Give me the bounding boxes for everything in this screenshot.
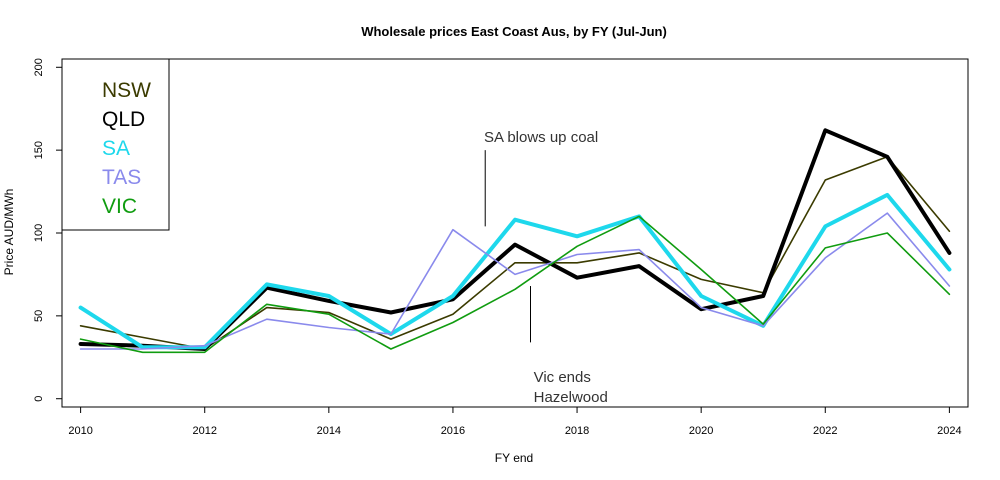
annotation-label: Vic ends	[534, 369, 591, 386]
series-line-vic	[79, 215, 951, 354]
x-tick-label: 2024	[937, 425, 961, 437]
series-line-nsw	[79, 156, 951, 350]
y-axis: 0 50 100 150 200	[33, 58, 62, 402]
x-tick-label: 2018	[565, 425, 589, 437]
y-tick-label: 150	[33, 141, 45, 159]
x-axis: 2010 2012 2014 2016 2018 2020 2022 2024	[68, 407, 962, 437]
annotation-label: SA blows up coal	[484, 129, 598, 146]
y-tick-label: 0	[33, 396, 45, 402]
x-tick-label: 2022	[813, 425, 837, 437]
y-axis-label: Price AUD/MWh	[2, 189, 16, 276]
x-tick-label: 2020	[689, 425, 713, 437]
legend-item-vic: VIC	[102, 195, 137, 218]
series-lines	[78, 128, 952, 354]
series-line-sa	[78, 192, 952, 350]
legend-item-tas: TAS	[102, 166, 141, 189]
legend-box	[61, 58, 170, 231]
x-tick-label: 2010	[68, 425, 92, 437]
chart-title: Wholesale prices East Coast Aus, by FY (…	[361, 24, 667, 39]
y-tick-label: 200	[33, 58, 45, 76]
plot-frame	[61, 58, 969, 408]
annotations: SA blows up coal Vic ends Hazelwood	[484, 129, 608, 406]
annotation-label: Hazelwood	[534, 389, 608, 406]
x-tick-label: 2014	[317, 425, 341, 437]
y-tick-label: 50	[33, 310, 45, 322]
x-axis-label: FY end	[495, 451, 533, 465]
y-tick-label: 100	[33, 224, 45, 242]
x-tick-label: 2012	[192, 425, 216, 437]
legend-item-sa: SA	[102, 137, 130, 160]
x-tick-label: 2016	[441, 425, 465, 437]
legend: NSW QLD SA TAS VIC	[61, 58, 170, 231]
legend-item-nsw: NSW	[102, 79, 151, 102]
legend-item-qld: QLD	[102, 108, 145, 131]
